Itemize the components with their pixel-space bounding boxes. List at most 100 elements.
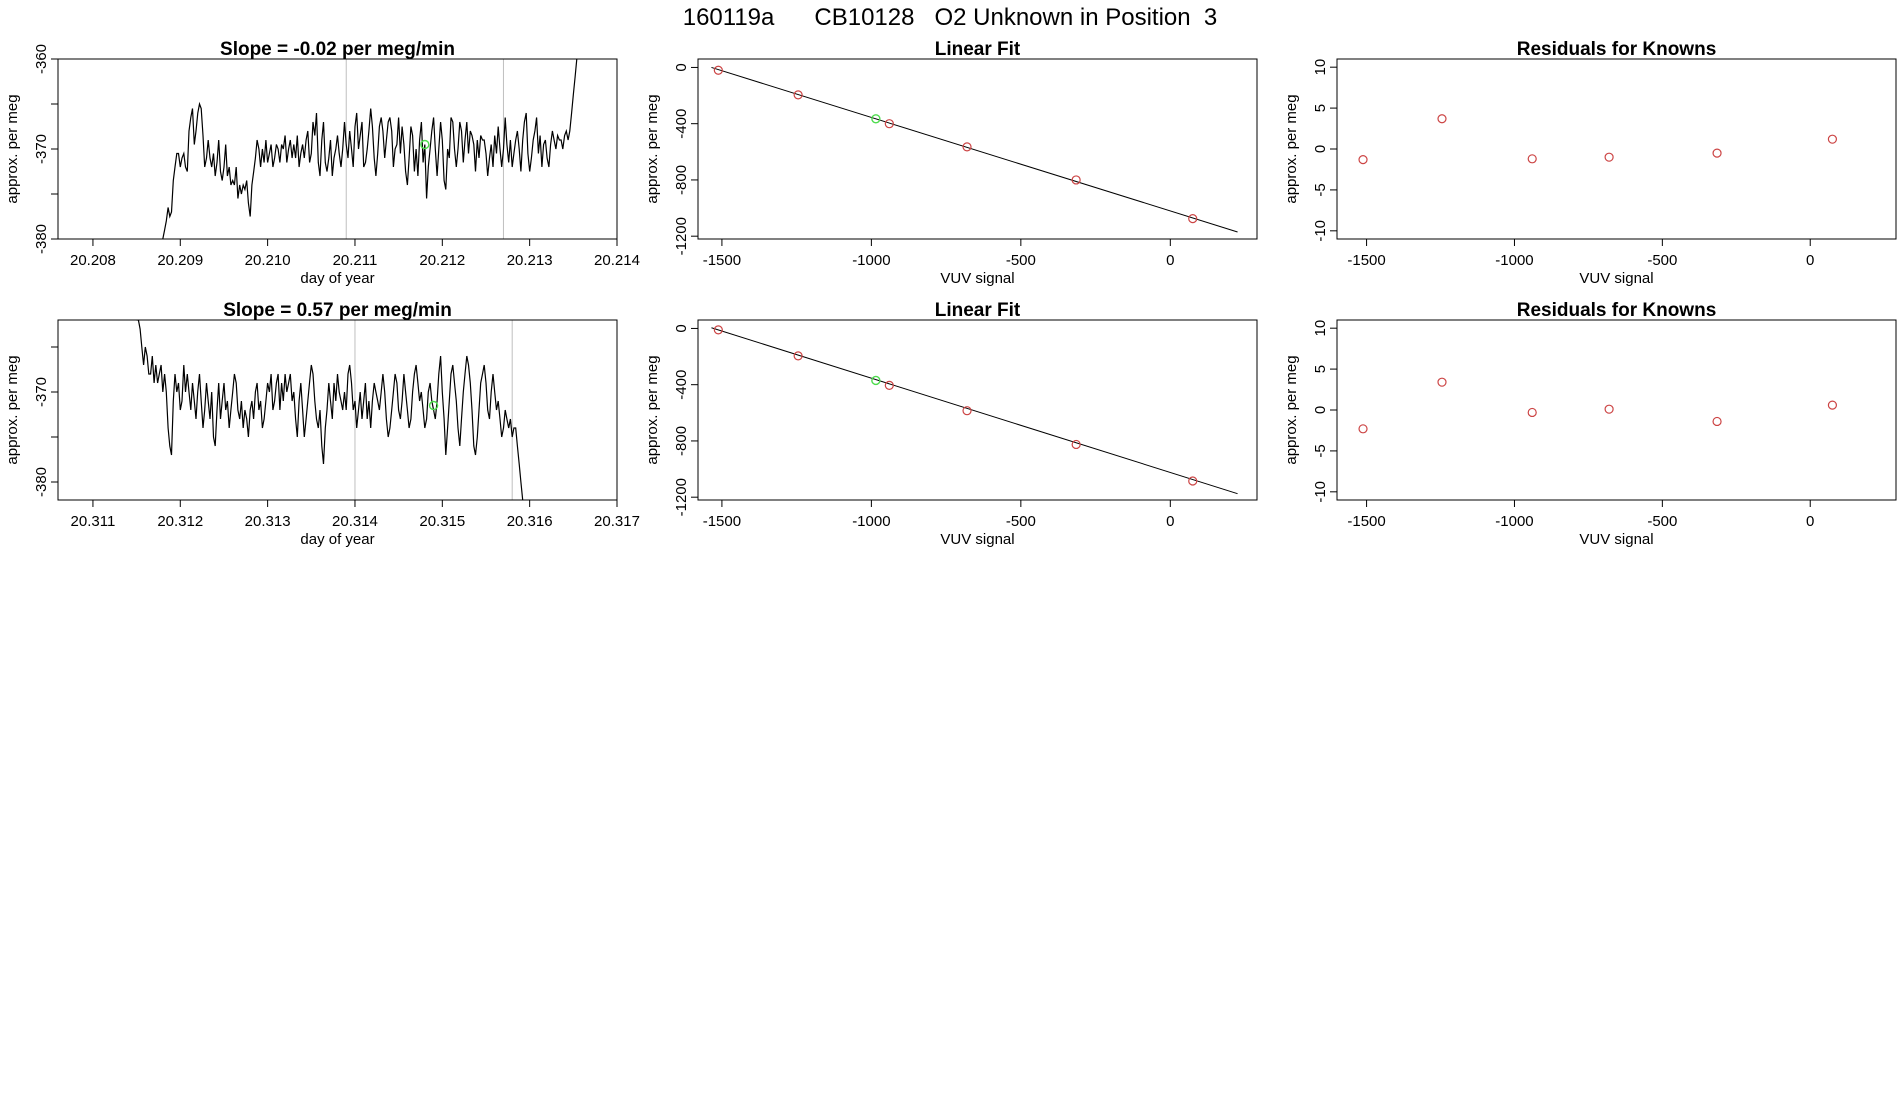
x-tick-label: -1000 xyxy=(1495,513,1533,530)
x-tick-label: -1500 xyxy=(703,252,741,269)
data-point xyxy=(1188,476,1198,486)
data-point xyxy=(1712,416,1722,427)
series-line xyxy=(136,320,524,500)
y-tick-label: 5 xyxy=(1312,365,1329,373)
y-tick-label: -5 xyxy=(1312,183,1329,196)
x-tick-label: -1500 xyxy=(703,513,741,530)
x-axis-label: VUV signal xyxy=(1579,531,1653,548)
y-tick-label: -1200 xyxy=(673,217,690,255)
x-tick-label: -1000 xyxy=(1495,252,1533,269)
y-tick-label: -800 xyxy=(673,165,690,195)
y-tick-label: -5 xyxy=(1312,444,1329,457)
x-tick-label: 20.313 xyxy=(245,513,291,530)
y-tick-label: 0 xyxy=(1312,145,1329,153)
y-tick-label: -370 xyxy=(33,377,50,407)
x-tick-label: -500 xyxy=(1647,513,1677,530)
data-point xyxy=(1437,377,1447,387)
highlight-point xyxy=(871,375,881,386)
x-tick-label: 20.211 xyxy=(333,252,378,269)
y-tick-label: -1200 xyxy=(673,478,690,516)
x-tick-label: 20.312 xyxy=(157,513,203,530)
y-tick-label: -380 xyxy=(33,467,50,497)
plot-frame xyxy=(1336,58,1897,240)
x-axis-label: day of year xyxy=(300,270,374,287)
x-tick-label: 20.210 xyxy=(245,252,291,269)
data-point xyxy=(793,90,803,100)
chart-panel-4: Slope = 0.57 per meg/min 20.311 20.312 20.3… xyxy=(4,300,640,548)
data-point xyxy=(793,351,803,361)
data-point xyxy=(1712,148,1722,158)
y-tick-label: 0 xyxy=(673,63,690,71)
panel-title: Slope = 0.57 per meg/min xyxy=(223,300,452,321)
x-tick-label: -1500 xyxy=(1347,252,1385,269)
plot-frame xyxy=(1336,319,1897,501)
x-axis-label: VUV signal xyxy=(1579,270,1653,287)
y-axis-label: approx. per meg xyxy=(1283,94,1300,203)
x-tick-label: 20.315 xyxy=(419,513,465,530)
x-axis-label: day of year xyxy=(300,531,374,548)
y-tick-label: -400 xyxy=(673,370,690,400)
panel-title: Residuals for Knowns xyxy=(1517,39,1717,60)
panel-title: Linear Fit xyxy=(935,300,1021,321)
y-tick-label: -10 xyxy=(1312,220,1329,242)
y-tick-label: 10 xyxy=(1312,59,1329,76)
x-tick-label: 0 xyxy=(1806,252,1814,269)
data-point xyxy=(1071,439,1081,450)
y-tick-label: -800 xyxy=(673,426,690,456)
data-point xyxy=(1604,152,1614,162)
x-tick-label: -1000 xyxy=(852,252,890,269)
y-tick-label: 5 xyxy=(1312,104,1329,112)
data-point xyxy=(884,119,894,129)
x-tick-label: -1000 xyxy=(852,513,890,530)
x-axis-label: VUV signal xyxy=(940,270,1014,287)
panel-title: Slope = -0.02 per meg/min xyxy=(220,39,455,60)
fit-line xyxy=(711,66,1238,233)
x-tick-label: -500 xyxy=(1006,513,1036,530)
chart-panel-5: Linear Fit -1500 -1000 -500 0 -1200 -800 -400 0 V… xyxy=(644,300,1258,548)
y-tick-label: -380 xyxy=(33,224,50,254)
x-tick-label: 0 xyxy=(1166,252,1174,269)
x-tick-label: 20.311 xyxy=(71,513,116,530)
chart-panels: Slope = -0.02 per meg/min 20.208 20.209 20.… xyxy=(4,39,1897,548)
data-point xyxy=(1827,134,1838,144)
panel-title: Residuals for Knowns xyxy=(1517,300,1717,321)
x-tick-label: 0 xyxy=(1806,513,1814,530)
x-tick-label: 20.213 xyxy=(507,252,553,269)
data-point xyxy=(713,325,723,335)
data-point xyxy=(884,380,894,390)
x-tick-label: 20.314 xyxy=(332,513,378,530)
data-point xyxy=(1071,175,1081,185)
y-tick-label: -360 xyxy=(33,44,50,74)
y-tick-label: -400 xyxy=(673,109,690,139)
x-tick-label: -500 xyxy=(1006,252,1036,269)
plot-frame xyxy=(57,319,618,501)
data-point xyxy=(962,142,972,152)
y-tick-label: 0 xyxy=(1312,406,1329,414)
data-point xyxy=(1358,424,1368,434)
series-line xyxy=(162,59,578,239)
data-point xyxy=(1437,114,1447,124)
y-axis-label: approx. per meg xyxy=(644,94,661,203)
plot-frame xyxy=(57,58,618,240)
x-tick-label: -500 xyxy=(1647,252,1677,269)
panel-title: Linear Fit xyxy=(935,39,1021,60)
x-tick-label: 0 xyxy=(1166,513,1174,530)
fit-line xyxy=(711,327,1238,495)
highlight-point xyxy=(428,400,439,411)
data-point xyxy=(1188,214,1198,224)
x-tick-label: 20.317 xyxy=(594,513,640,530)
chart-panel-6: Residuals for Knowns -1500 -1000 -500 0 -10 -5… xyxy=(1283,300,1897,548)
y-axis-label: approx. per meg xyxy=(4,94,21,203)
y-tick-label: -10 xyxy=(1312,481,1329,503)
data-point xyxy=(713,65,723,75)
data-point xyxy=(1358,155,1368,165)
y-axis-label: approx. per meg xyxy=(644,355,661,464)
y-axis-label: approx. per meg xyxy=(1283,355,1300,464)
data-point xyxy=(1827,400,1838,410)
x-tick-label: 20.316 xyxy=(507,513,553,530)
x-tick-label: 20.209 xyxy=(157,252,203,269)
figure-title: 160119a CB10128 O2 Unknown in Position 3 xyxy=(683,4,1218,31)
highlight-point xyxy=(420,139,430,150)
y-tick-label: 10 xyxy=(1312,320,1329,337)
